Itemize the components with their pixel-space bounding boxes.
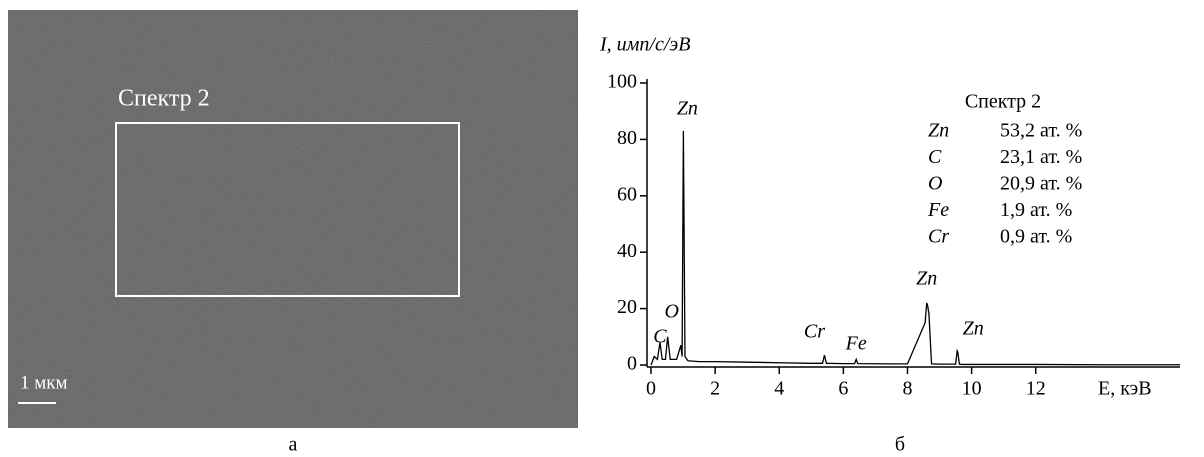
y-tick-label: 80: [617, 127, 637, 149]
element-content: 1,9 ат. %: [1000, 199, 1072, 221]
x-tick-label: 12: [1026, 378, 1046, 400]
y-tick-label: 0: [627, 353, 637, 375]
x-tick-label: 6: [838, 378, 848, 400]
x-axis-label: E, кэВ: [1098, 378, 1152, 400]
scale-label: 1 мкм: [20, 372, 68, 393]
element-symbol: Fe: [927, 199, 949, 221]
element-content: 53,2 ат. %: [1000, 120, 1082, 142]
peak-label: C: [653, 326, 667, 348]
peak-label: Zn: [677, 98, 698, 120]
element-content: 0,9 ат. %: [1000, 226, 1072, 248]
sem-texture: [8, 10, 578, 428]
y-axis-label: I, имп/с/эВ: [599, 34, 690, 56]
peak-label: Cr: [804, 321, 825, 343]
x-tick-label: 0: [646, 378, 656, 400]
element-content: 23,1 ат. %: [1000, 146, 1082, 168]
page: Спектр 2 1 мкм а б I, имп/с/эВ E, кэВ Сп…: [0, 0, 1204, 457]
y-tick-label: 20: [617, 296, 637, 318]
element-symbol: C: [928, 146, 942, 168]
peak-label: Zn: [963, 318, 984, 340]
element-symbol: Zn: [928, 120, 949, 142]
inset-title: Спектр 2: [965, 91, 1041, 113]
x-tick-label: 2: [710, 378, 720, 400]
element-symbol: O: [928, 173, 942, 195]
y-tick-label: 40: [617, 240, 637, 262]
caption: б: [895, 434, 905, 456]
region-label: Спектр 2: [118, 86, 210, 112]
caption: а: [289, 434, 298, 456]
element-symbol: Cr: [928, 226, 949, 248]
peak-label: O: [664, 301, 678, 323]
peak-label: Fe: [845, 333, 867, 355]
peak-label: Zn: [916, 268, 937, 290]
x-tick-label: 8: [902, 378, 912, 400]
spectrum-line: [651, 131, 1180, 365]
x-tick-label: 10: [962, 378, 982, 400]
y-tick-label: 60: [617, 183, 637, 205]
figure: Спектр 2 1 мкм а б I, имп/с/эВ E, кэВ Сп…: [0, 0, 1204, 457]
sem-image: Спектр 2 1 мкм: [8, 10, 578, 428]
element-content: 20,9 ат. %: [1000, 173, 1082, 195]
x-tick-label: 4: [774, 378, 784, 400]
y-tick-label: 100: [607, 71, 637, 93]
